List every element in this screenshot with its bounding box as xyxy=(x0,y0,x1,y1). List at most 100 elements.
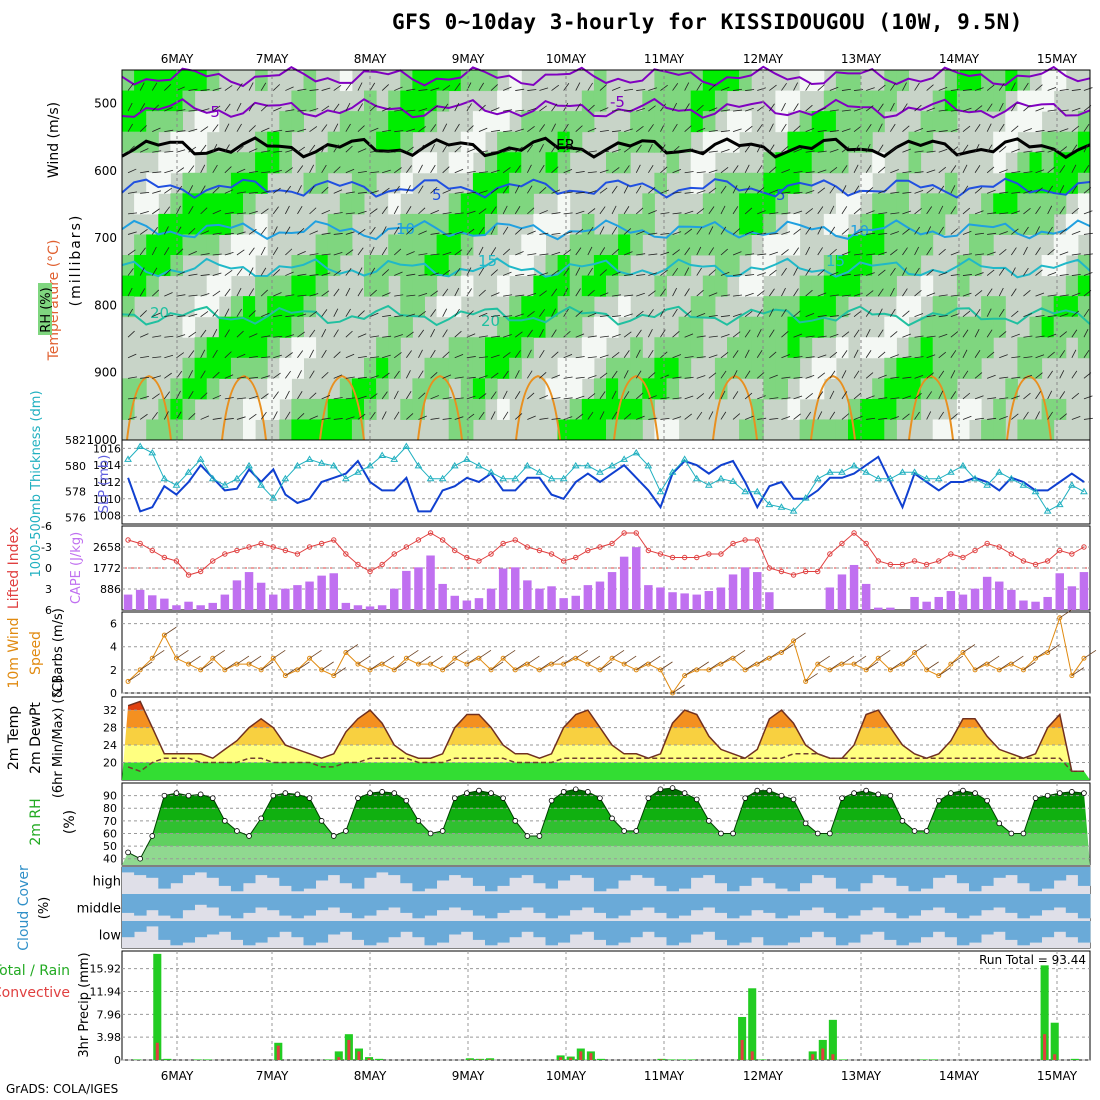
cloud-bar xyxy=(400,867,413,884)
rh-cell xyxy=(823,316,837,338)
wind-barb xyxy=(297,228,305,235)
wind-barb xyxy=(309,164,315,173)
wind-speed-point xyxy=(234,661,240,667)
rh-cell xyxy=(799,152,813,174)
wind-barb xyxy=(1059,391,1066,400)
rh-cell xyxy=(194,234,208,256)
wind-barb xyxy=(430,253,440,256)
thickness-point xyxy=(160,474,169,482)
wind-barb xyxy=(393,370,400,379)
rh-cell xyxy=(460,193,474,215)
wind-barb xyxy=(684,228,693,235)
thickness-point xyxy=(184,468,193,475)
precip-bar xyxy=(596,1058,605,1060)
thickness-point xyxy=(813,474,822,482)
wind-barb xyxy=(454,83,461,91)
wind-barb xyxy=(793,103,799,112)
cape-bar xyxy=(607,572,617,610)
wind-barb xyxy=(877,166,886,174)
wind-barb xyxy=(756,144,762,153)
wind-barb xyxy=(539,210,548,215)
thickness-point xyxy=(196,455,205,462)
rh-cell xyxy=(872,337,885,359)
rh-cell xyxy=(630,213,643,235)
wind-speed-point xyxy=(851,661,857,667)
wind-barb xyxy=(841,165,848,174)
rh-cell xyxy=(823,275,837,297)
wind-barb xyxy=(866,87,875,91)
precip-bar xyxy=(375,1058,384,1060)
rh-cell xyxy=(255,70,268,92)
wind-barb xyxy=(236,145,244,153)
wind-barb xyxy=(745,415,754,420)
rh-cell xyxy=(1077,337,1091,359)
slp-tick-label: 1008 xyxy=(93,510,121,523)
wind-barb xyxy=(708,226,714,235)
wind-barb xyxy=(817,187,826,194)
rh-cell xyxy=(956,275,970,297)
rh-cell xyxy=(593,234,607,256)
thickness-point xyxy=(220,481,229,488)
wind-barb xyxy=(696,82,702,91)
wind-barb xyxy=(865,144,871,153)
thickness-point xyxy=(583,461,592,469)
cloud-bar xyxy=(823,921,837,938)
wind-speed-point xyxy=(270,655,276,661)
rh-cell xyxy=(811,111,825,133)
wind-barb xyxy=(127,330,135,338)
wind-barb xyxy=(1083,123,1090,132)
wind-barb xyxy=(454,397,464,400)
rh-cell xyxy=(472,193,486,215)
wind-barb xyxy=(660,417,670,420)
wind-barb xyxy=(151,267,158,276)
wind-barb xyxy=(406,206,412,215)
wind-barb xyxy=(164,292,173,297)
wind-barb xyxy=(285,352,293,359)
wind-barb xyxy=(1071,392,1080,400)
precip-bar xyxy=(465,1058,474,1060)
rh-cell xyxy=(956,398,970,420)
wind-barb xyxy=(333,103,340,112)
rh-cell xyxy=(811,419,825,441)
wind-barb xyxy=(285,185,292,194)
rh-cell xyxy=(702,275,716,297)
rh-cell xyxy=(424,275,438,297)
li-point xyxy=(718,551,724,557)
wind-barb xyxy=(406,391,412,400)
cloud-bar xyxy=(170,867,183,884)
wind-barb xyxy=(708,84,716,91)
wind-barb xyxy=(950,391,957,400)
wind-barb xyxy=(127,168,137,174)
rh-cell xyxy=(230,255,244,277)
wind-barb xyxy=(599,150,609,153)
wind-barb xyxy=(877,329,884,338)
cape-bar xyxy=(256,582,266,610)
axis-label: (%) xyxy=(37,897,52,920)
convective-bar xyxy=(589,1053,593,1060)
rh-cell xyxy=(472,398,486,420)
wind-barb xyxy=(430,105,439,112)
rh-cell xyxy=(158,419,171,441)
wind-barb xyxy=(224,308,230,317)
rh-point xyxy=(778,792,785,799)
wind-barb xyxy=(793,247,800,256)
wind-barb xyxy=(926,335,936,338)
wind-barb xyxy=(297,273,307,276)
wind-barb xyxy=(309,144,316,153)
wind-barb xyxy=(164,169,174,174)
rh-cell xyxy=(702,152,716,174)
wind-speed-point xyxy=(464,661,470,667)
wind-barb xyxy=(720,370,727,379)
wind-barb xyxy=(406,146,414,153)
rh-cell xyxy=(1017,70,1030,92)
wind-barb xyxy=(587,171,597,174)
wind-barb xyxy=(696,661,709,671)
wind-barb xyxy=(744,207,753,215)
wind-barb xyxy=(357,148,367,153)
rh-cell xyxy=(279,152,292,174)
wind-barb xyxy=(720,205,726,215)
rh-cell xyxy=(194,357,208,379)
li-point xyxy=(512,537,518,543)
rh-cell xyxy=(920,234,934,256)
wind-barb xyxy=(623,331,632,338)
